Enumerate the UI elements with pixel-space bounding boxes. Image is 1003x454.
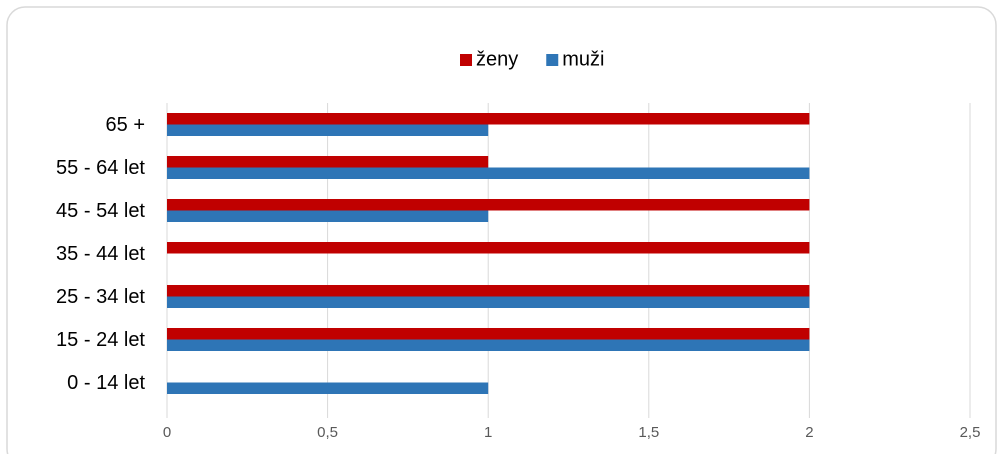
bar [167,210,489,222]
y-tick-label: 45 - 54 let [56,200,145,222]
bar [167,167,810,179]
y-tick-label: 25 - 34 let [56,286,145,308]
legend-swatch [460,54,472,66]
bar [167,296,810,308]
bar [167,339,810,351]
y-tick-label: 55 - 64 let [56,157,145,179]
x-tick-label: 0,5 [317,424,338,441]
x-tick-label: 1 [484,424,492,441]
x-tick-label: 2 [805,424,813,441]
y-tick-label: 0 - 14 let [67,372,145,394]
bar [167,328,810,340]
bar [167,156,489,168]
y-tick-label: 15 - 24 let [56,329,145,351]
legend-label: ženy [476,48,518,70]
chart-border [6,6,997,454]
bar [167,242,810,254]
x-tick-label: 0 [163,424,171,441]
legend-swatch [546,54,559,66]
bar [167,113,810,125]
y-tick-label: 65 + [106,114,145,136]
bar [167,285,810,297]
x-tick-label: 2,5 [960,424,981,441]
bar [167,382,489,394]
bar [167,124,489,136]
y-tick-label: 35 - 44 let [56,243,145,265]
x-tick-label: 1,5 [638,424,659,441]
legend-label: muži [562,48,604,70]
bar [167,199,810,211]
